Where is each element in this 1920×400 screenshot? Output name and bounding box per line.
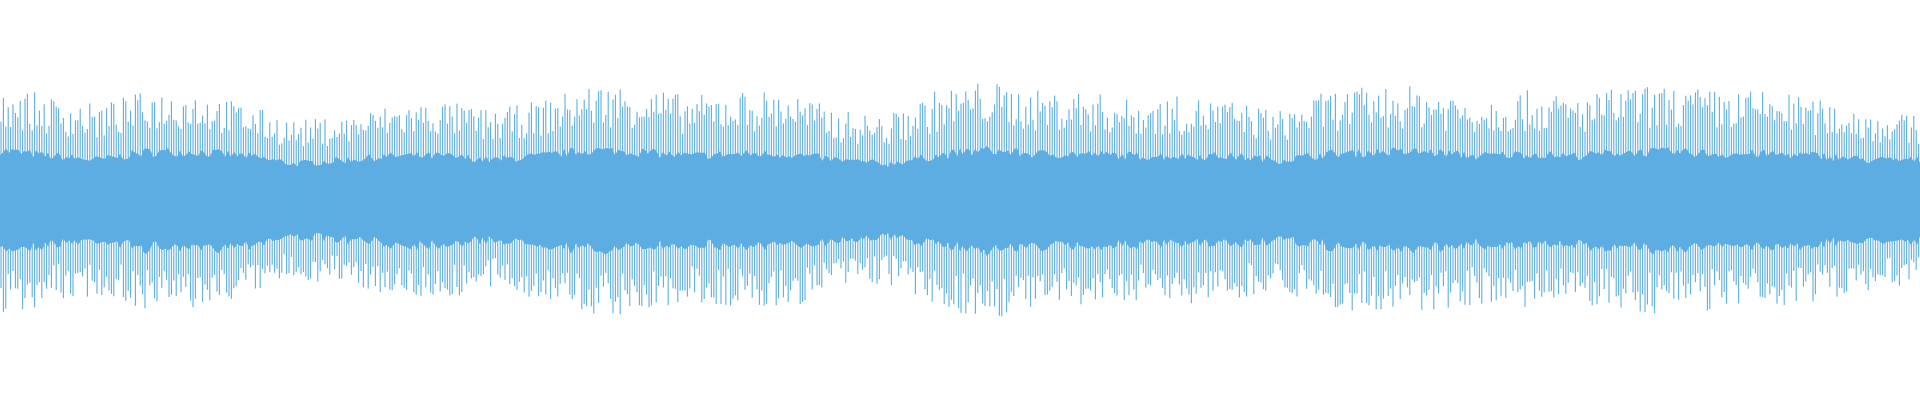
waveform-peaks — [0, 83, 1920, 317]
waveform-body-band — [0, 145, 1920, 257]
waveform-body — [0, 145, 1920, 257]
